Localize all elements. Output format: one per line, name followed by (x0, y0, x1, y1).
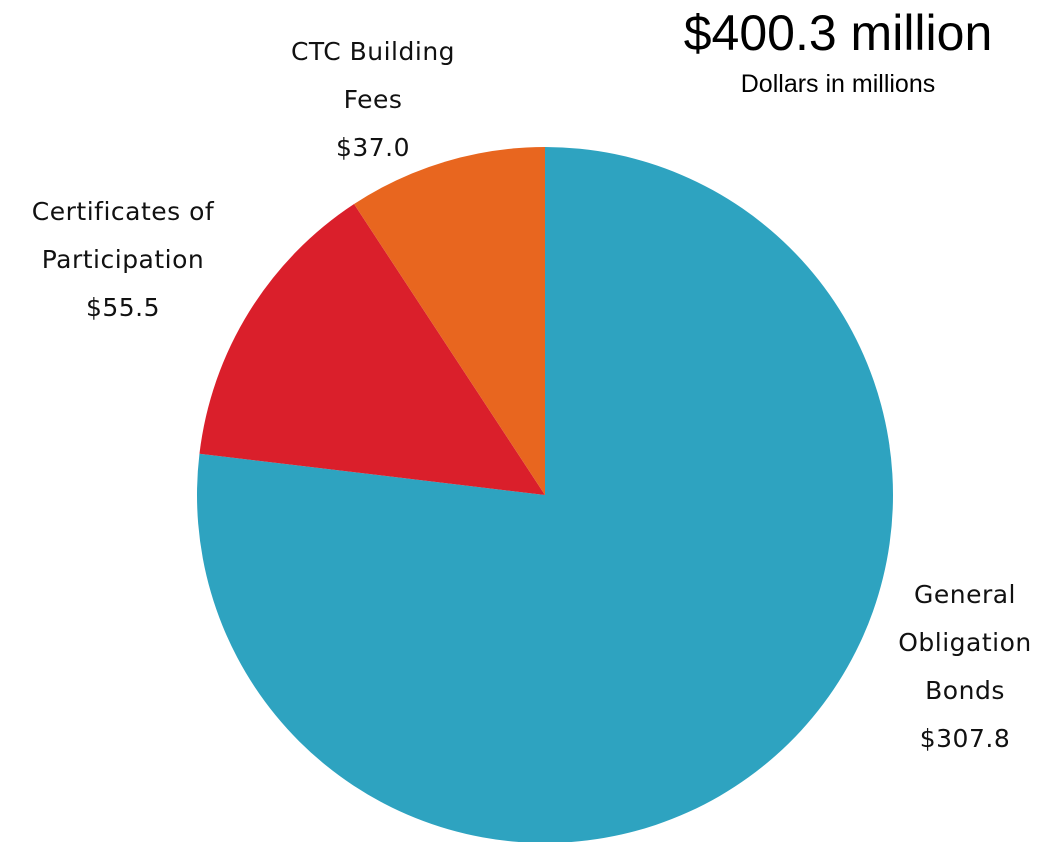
slice-label: Certificates of Participation $55.5 (3, 188, 243, 332)
category-label: Certificates of Participation (31, 197, 215, 274)
value-label: $37.0 (335, 133, 411, 162)
pie-slice (354, 147, 545, 495)
value-label: $55.5 (85, 293, 161, 322)
category-label: General Obligation Bonds (898, 580, 1032, 705)
value-label: $307.8 (919, 724, 1011, 753)
category-label: CTC Building Fees (290, 37, 456, 114)
chart-subtitle: Dollars in millions (740, 70, 936, 98)
pie-slice (199, 204, 546, 495)
slice-label: CTC Building Fees $37.0 (273, 28, 473, 172)
slice-label: General Obligation Bonds $307.8 (885, 571, 1045, 763)
pie-slice (197, 147, 893, 842)
chart-title: $400.3 million (683, 5, 993, 61)
